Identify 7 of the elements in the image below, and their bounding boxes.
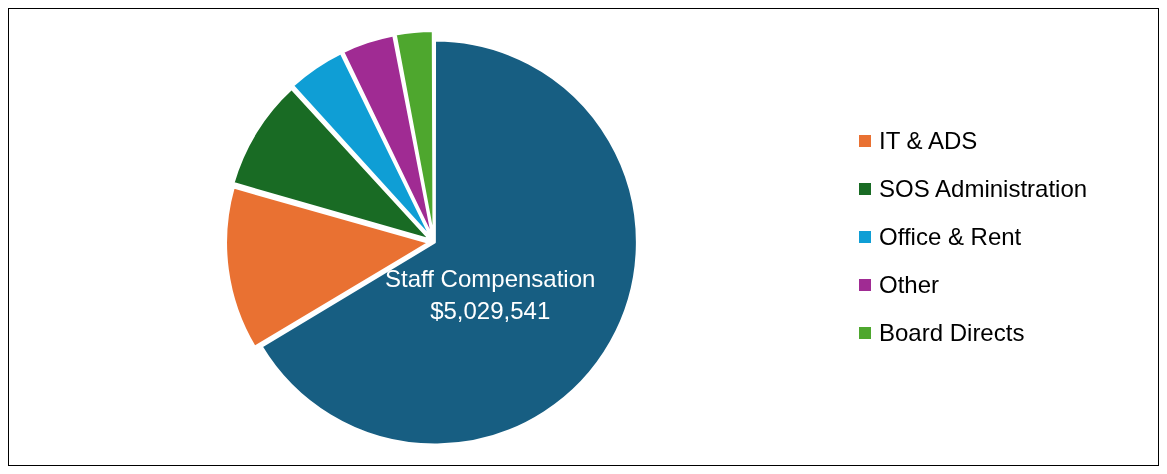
slice-label: Staff Compensation [385, 265, 596, 293]
legend-label: Other [879, 271, 940, 299]
data-label: $5,029,541 [430, 297, 551, 325]
legend-label: Board Directs [879, 319, 1025, 347]
legend-label: IT & ADS [879, 127, 978, 155]
legend-label: SOS Administration [879, 175, 1088, 203]
legend-label: Office & Rent [879, 223, 1022, 251]
